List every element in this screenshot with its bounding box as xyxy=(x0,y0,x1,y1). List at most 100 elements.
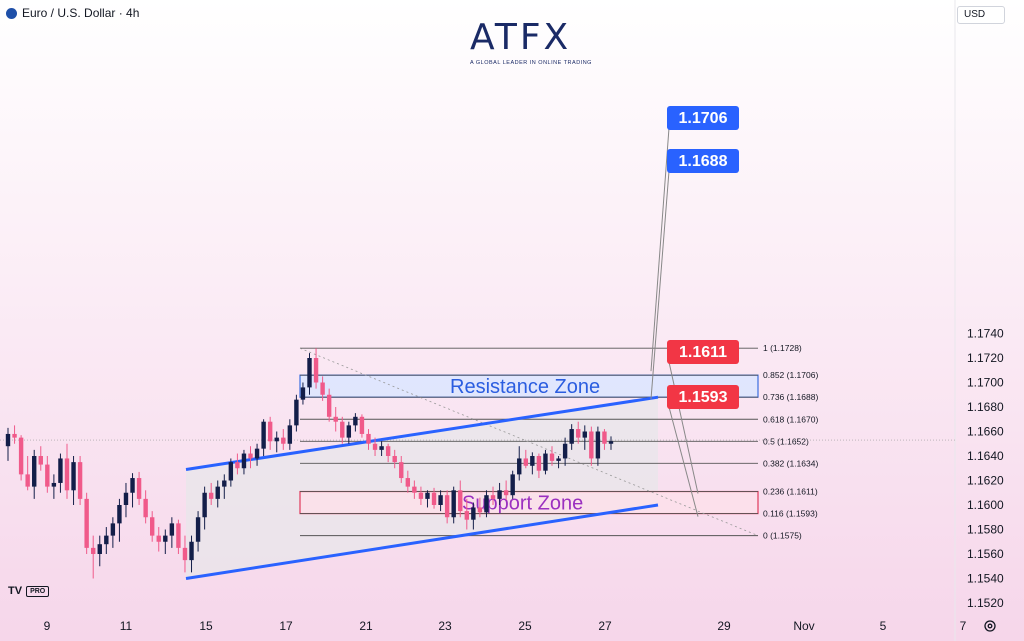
y-tick-label: 1.1740 xyxy=(967,327,1004,341)
candle-body xyxy=(333,416,338,422)
price-tag[interactable] xyxy=(667,106,739,130)
logo-wordmark: ATFX xyxy=(470,17,572,58)
y-tick-label: 1.1640 xyxy=(967,449,1004,463)
candle-body xyxy=(215,486,220,499)
y-tick-label: 1.1700 xyxy=(967,376,1004,390)
candle-body xyxy=(156,535,161,542)
symbol-title: Euro / U.S. Dollar · 4h xyxy=(22,6,140,20)
candle-body xyxy=(484,495,489,513)
candle-body xyxy=(235,462,240,469)
candle-body xyxy=(405,478,411,487)
candle-body xyxy=(169,523,175,536)
tv-brand-icon: TV xyxy=(8,585,23,597)
candle-body xyxy=(18,437,24,475)
candle-body xyxy=(307,358,312,388)
fib-label: 0 (1.1575) xyxy=(763,531,802,541)
candle-body xyxy=(517,458,522,475)
x-tick-label: 27 xyxy=(598,619,612,633)
candle-body xyxy=(326,394,332,417)
candle-body xyxy=(77,462,83,499)
candle-body xyxy=(12,433,17,438)
candle-body xyxy=(287,425,293,444)
candle-body xyxy=(438,495,443,505)
candle-body xyxy=(490,495,496,499)
candle-body xyxy=(294,399,299,426)
candle-body xyxy=(379,446,384,450)
y-tick-label: 1.1600 xyxy=(967,498,1004,512)
settings-gear-icon[interactable] xyxy=(982,618,998,634)
candle-body xyxy=(176,523,181,548)
fib-label: 0.116 (1.1593) xyxy=(763,509,818,519)
upper-channel-line[interactable] xyxy=(185,395,659,471)
candle-body xyxy=(228,462,234,481)
candle-body xyxy=(464,511,470,520)
candle-body xyxy=(582,431,587,438)
candle-body xyxy=(104,535,109,545)
x-tick-label: 7 xyxy=(960,619,967,633)
candle-body xyxy=(602,431,607,444)
x-tick-label: 5 xyxy=(880,619,887,633)
fib-label: 0.852 (1.1706) xyxy=(763,370,818,380)
candle-body xyxy=(38,456,43,465)
candle-body xyxy=(143,498,148,518)
y-tick-label: 1.1660 xyxy=(967,425,1004,439)
candle-body xyxy=(281,437,286,444)
fib-label: 0.618 (1.1670) xyxy=(763,414,818,424)
candle-body xyxy=(84,498,89,548)
candle-body xyxy=(399,462,404,479)
candle-body xyxy=(195,517,201,542)
candle-body xyxy=(136,478,142,499)
price-tag-label: 1.1593 xyxy=(679,389,728,406)
candle-body xyxy=(346,425,352,438)
candle-body xyxy=(91,547,96,554)
price-tag[interactable] xyxy=(667,385,739,409)
candle-body xyxy=(25,474,30,487)
price-tag-leader xyxy=(668,361,699,494)
candle-body xyxy=(366,433,371,444)
candle-body xyxy=(477,507,483,513)
y-tick-label: 1.1580 xyxy=(967,523,1004,537)
candle-body xyxy=(313,358,319,383)
x-tick-label: 15 xyxy=(199,619,213,633)
candle-body xyxy=(71,462,76,491)
candle-body xyxy=(530,456,535,466)
candle-body xyxy=(595,431,601,459)
price-tag-label: 1.1688 xyxy=(679,153,728,170)
x-tick-label: Nov xyxy=(793,619,814,633)
symbol-header[interactable]: Euro / U.S. Dollar · 4h xyxy=(6,6,139,20)
price-tag-leader xyxy=(668,406,699,517)
candle-body xyxy=(549,453,555,461)
y-tick-label: 1.1520 xyxy=(967,596,1004,610)
candle-body xyxy=(110,523,116,536)
channel-shading xyxy=(186,397,658,579)
candle-body xyxy=(267,421,273,442)
candle-body xyxy=(51,482,57,487)
x-tick-label: 11 xyxy=(120,619,133,633)
candle-body xyxy=(149,517,155,536)
price-tag-leader xyxy=(650,170,670,400)
candle-body xyxy=(248,453,253,459)
fib-label: 0.5 (1.1652) xyxy=(763,436,809,446)
candle-body xyxy=(5,433,11,447)
fib-label: 1 (1.1728) xyxy=(763,343,802,353)
price-tag[interactable] xyxy=(667,149,739,173)
atfx-logo: ATFX A GLOBAL LEADER IN ONLINE TRADING xyxy=(470,18,594,72)
tv-pro-badge: PRO xyxy=(26,585,50,597)
x-tick-label: 23 xyxy=(438,619,452,633)
candle-body xyxy=(589,431,594,459)
candle-body xyxy=(497,490,502,499)
tradingview-logo[interactable]: TV PRO xyxy=(8,585,50,597)
candle-body xyxy=(300,387,306,400)
euro-flag-icon xyxy=(6,7,17,19)
candle-body xyxy=(117,505,122,524)
candle-body xyxy=(58,458,63,483)
lower-channel-line[interactable] xyxy=(185,503,659,580)
price-tag[interactable] xyxy=(667,340,739,364)
x-tick-label: 17 xyxy=(279,619,293,633)
currency-button[interactable]: USD xyxy=(957,6,1005,24)
candle-body xyxy=(458,490,463,512)
x-tick-label: 21 xyxy=(359,619,373,633)
